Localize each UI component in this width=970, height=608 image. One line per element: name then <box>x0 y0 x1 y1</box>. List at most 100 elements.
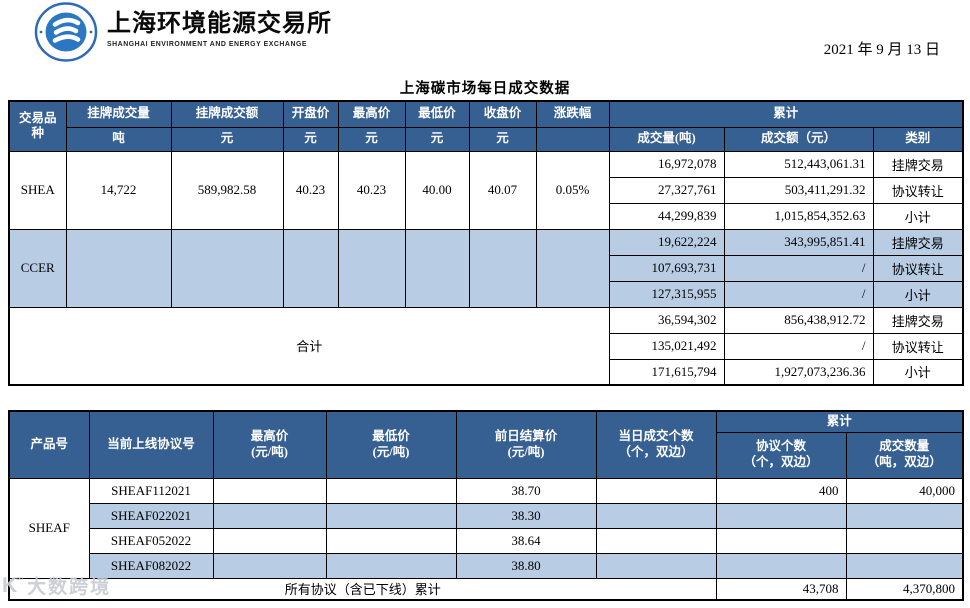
col-header-category: 类别 <box>872 126 964 152</box>
col-header-cumulative: 累计 <box>608 100 964 128</box>
day-count-value <box>595 552 717 579</box>
cum-amount: 512,443,061.31 <box>723 150 874 178</box>
day-count-value <box>595 502 717 529</box>
header-text: 协议个数 <box>755 439 806 454</box>
day-count-value <box>595 477 717 504</box>
col-header-cum-volume: 成交量(吨) <box>608 126 725 152</box>
cum-count-value: 400 <box>715 477 847 504</box>
col-header-prev-settle: 前日结算价 (元/吨) <box>455 410 597 479</box>
col-header-high: 最高价 (元/吨) <box>212 410 327 479</box>
col-header-product: 交易品种 <box>8 100 67 152</box>
header-text: 当日成交个数 <box>618 429 694 444</box>
ccer-listed-volume <box>65 228 172 308</box>
col-header-cum-amount: 成交额（元） <box>723 126 874 152</box>
product-sheaf: SHEAF <box>8 477 90 579</box>
header-text: 最低价 <box>372 429 410 444</box>
cum-amount: / <box>723 280 874 308</box>
org-name-block: 上海环境能源交易所 SHANGHAI ENVIRONMENT AND ENERG… <box>107 2 332 48</box>
all-protocols-cum-qty: 4,370,800 <box>845 577 964 601</box>
ccer-low <box>404 228 470 308</box>
product-ccer: CCER <box>8 228 67 308</box>
cum-volume: 135,021,492 <box>608 332 725 360</box>
brand-header: 上海环境能源交易所 SHANGHAI ENVIRONMENT AND ENERG… <box>34 2 332 62</box>
cum-amount: 1,015,854,352.63 <box>723 202 874 230</box>
table-row: 44,299,839 1,015,854,352.63 小计 <box>9 202 964 230</box>
cum-volume: 36,594,302 <box>608 306 725 334</box>
cum-amount: / <box>723 254 874 282</box>
unit-yuan: 元 <box>337 126 406 152</box>
cum-qty-value <box>845 502 964 529</box>
cum-volume: 44,299,839 <box>608 202 725 230</box>
ccer-close <box>468 228 537 308</box>
table-row: SHEAF SHEAF112021 38.70 400 40,000 <box>8 477 964 579</box>
watermark-text: 大数跨境 <box>27 577 112 598</box>
page-title: 上海碳市场每日成交数据 <box>399 81 571 97</box>
protocol-id: SHEAF082022 <box>88 552 214 579</box>
header-unit: (元/吨) <box>372 444 410 459</box>
shea-high: 40.23 <box>337 150 406 230</box>
category: 挂牌交易 <box>872 150 964 178</box>
table-row: 107,693,731 / 协议转让 <box>9 254 964 282</box>
high-value <box>212 502 327 529</box>
col-header-high: 最高价 <box>337 100 406 128</box>
shea-change: 0.05% <box>535 150 610 230</box>
col-header-listed-amount: 挂牌成交额 <box>170 100 284 128</box>
col-header-low: 最低价 (元/吨) <box>325 410 457 479</box>
cum-count-value <box>715 527 847 554</box>
cum-amount: 856,438,912.72 <box>723 306 874 334</box>
col-header-cum-qty: 成交数量 （吨，双边） <box>845 431 964 479</box>
prev-settle-value: 38.64 <box>455 527 597 554</box>
cum-volume: 27,327,761 <box>608 176 725 204</box>
header-unit: （吨，双边） <box>866 455 942 469</box>
category: 挂牌交易 <box>872 306 964 334</box>
cum-qty-value: 40,000 <box>845 477 964 504</box>
col-header-cumulative: 累计 <box>715 410 964 433</box>
category: 小计 <box>872 202 964 230</box>
cum-amount: / <box>723 332 874 360</box>
org-name-cn: 上海环境能源交易所 <box>107 10 332 37</box>
table-row: SHEAF022021 38.30 <box>9 502 964 529</box>
col-header-listed-volume: 挂牌成交量 <box>65 100 172 128</box>
table-row: 135,021,492 / 协议转让 <box>9 332 964 360</box>
forward-products-table: 产品号 当前上线协议号 最高价 (元/吨) 最低价 (元/吨) 前日结算价 (元… <box>8 410 965 601</box>
col-header-protocol: 当前上线协议号 <box>88 410 214 479</box>
watermark: K°° 大数跨境 <box>2 572 111 599</box>
all-protocols-cum-count: 43,708 <box>715 577 847 601</box>
unit-yuan: 元 <box>404 126 470 152</box>
org-logo-icon <box>34 2 98 62</box>
prev-settle-value: 38.30 <box>455 502 597 529</box>
col-header-product-code: 产品号 <box>8 410 90 479</box>
ccer-change <box>535 228 610 308</box>
cum-volume: 107,693,731 <box>608 254 725 282</box>
table-row: SHEA 14,722 589,982.58 40.23 40.23 40.00… <box>8 150 964 230</box>
cum-volume: 171,615,794 <box>608 358 725 386</box>
table-row: 171,615,794 1,927,073,236.36 小计 <box>9 358 964 386</box>
category: 协议转让 <box>872 254 964 282</box>
daily-trading-table: 交易品种 挂牌成交量 挂牌成交额 开盘价 最高价 最低价 收盘价 涨跌幅 累计 … <box>8 100 965 386</box>
header-unit: (元/吨) <box>507 444 545 459</box>
header-text: 当前上线协议号 <box>107 436 195 451</box>
prev-settle-value: 38.80 <box>455 552 597 579</box>
protocol-id: SHEAF052022 <box>88 527 214 554</box>
shea-close: 40.07 <box>468 150 537 230</box>
shea-low: 40.00 <box>404 150 470 230</box>
cum-amount: 343,995,851.41 <box>723 228 874 256</box>
col-header-cum-count: 协议个数 （个，双边） <box>715 431 847 479</box>
header-unit: (元/吨) <box>251 444 288 459</box>
cum-amount: 1,927,073,236.36 <box>723 358 874 386</box>
low-value <box>325 527 457 554</box>
prev-settle-value: 38.70 <box>455 477 597 504</box>
table-row: SHEAF082022 38.80 <box>9 552 964 579</box>
all-protocols-label: 所有协议（含已下线）累计 <box>8 577 717 601</box>
org-name-en: SHANGHAI ENVIRONMENT AND ENERGY EXCHANGE <box>107 41 308 49</box>
table-row: CCER 19,622,224 343,995,851.41 挂牌交易 <box>8 228 964 308</box>
shea-listed-amount: 589,982.58 <box>170 150 284 230</box>
unit-ton: 吨 <box>65 126 172 152</box>
table-row: 合计 36,594,302 856,438,912.72 挂牌交易 <box>8 306 964 386</box>
header-text: 成交数量 <box>879 439 930 454</box>
cum-amount: 503,411,291.32 <box>723 176 874 204</box>
high-value <box>212 477 327 504</box>
cum-count-value <box>715 502 847 529</box>
cum-volume: 127,315,955 <box>608 280 725 308</box>
watermark-logo-icon: K°° <box>2 573 23 597</box>
